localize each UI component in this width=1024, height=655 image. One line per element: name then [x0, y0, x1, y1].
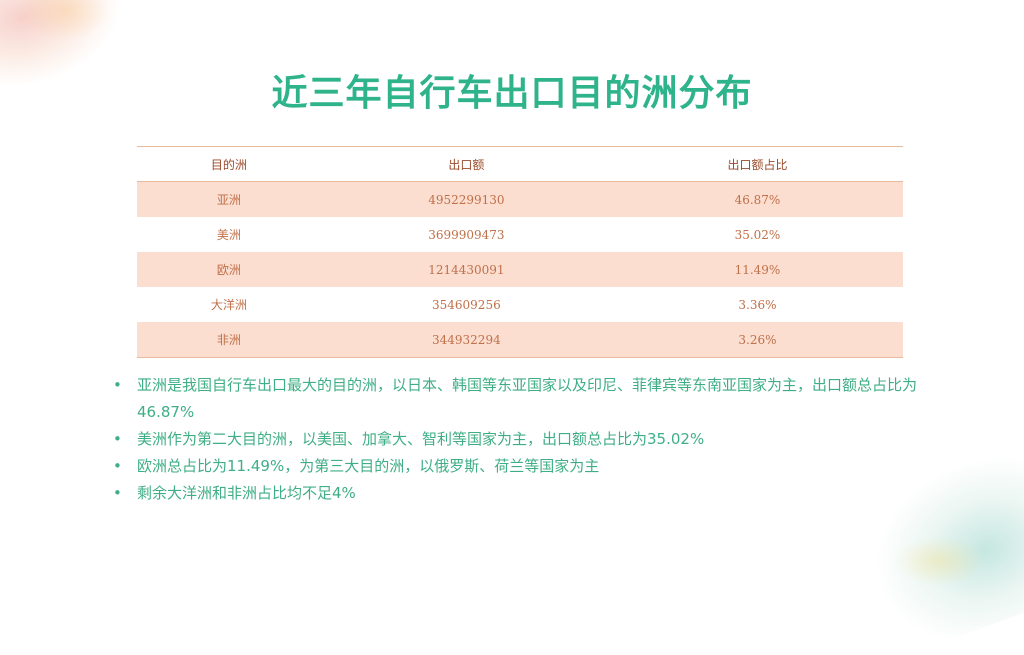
- bullet-text: 剩余大洋洲和非洲占比均不足4%: [137, 484, 356, 502]
- bullet-item: • 剩余大洋洲和非洲占比均不足4%: [113, 480, 943, 507]
- watercolor-decoration-top-left-accent: [20, 0, 110, 40]
- bullet-text: 美洲作为第二大目的洲，以美国、加拿大、智利等国家为主，出口额总占比为35.02%: [137, 430, 705, 448]
- table-row: 亚洲 4952299130 46.87%: [137, 181, 903, 217]
- watercolor-decoration-bottom-right-accent: [894, 536, 984, 586]
- cell-export-value: 3699909473: [428, 227, 505, 242]
- bullet-dot-icon: •: [113, 430, 122, 448]
- cell-export-value: 344932294: [432, 332, 501, 347]
- bullet-item: • 亚洲是我国自行车出口最大的目的洲，以日本、韩国等东亚国家以及印尼、菲律宾等东…: [113, 372, 943, 426]
- cell-destination: 非洲: [216, 333, 241, 347]
- table-row: 欧洲 1214430091 11.49%: [137, 252, 903, 287]
- bullet-dot-icon: •: [113, 457, 122, 475]
- bullet-dot-icon: •: [113, 376, 122, 394]
- cell-export-share: 11.49%: [734, 262, 781, 277]
- table-header-row: 目的洲 出口额 出口额占比: [137, 146, 903, 182]
- cell-export-share: 35.02%: [734, 227, 781, 242]
- cell-export-value: 354609256: [432, 297, 501, 312]
- table-row: 非洲 344932294 3.26%: [137, 322, 903, 358]
- table-row: 大洋洲 354609256 3.36%: [137, 287, 903, 322]
- data-table: 目的洲 出口额 出口额占比 亚洲 4952299130 46.87% 美洲 36…: [137, 146, 903, 358]
- cell-export-share: 3.26%: [738, 332, 777, 347]
- cell-export-value: 1214430091: [428, 262, 505, 277]
- summary-bullet-list: • 亚洲是我国自行车出口最大的目的洲，以日本、韩国等东亚国家以及印尼、菲律宾等东…: [113, 372, 943, 507]
- bullet-item: • 美洲作为第二大目的洲，以美国、加拿大、智利等国家为主，出口额总占比为35.0…: [113, 426, 943, 453]
- cell-destination: 欧洲: [216, 263, 241, 277]
- cell-destination: 美洲: [216, 228, 241, 242]
- cell-destination: 亚洲: [216, 193, 241, 207]
- header-export-value: 出口额: [448, 157, 485, 172]
- bullet-item: • 欧洲总占比为11.49%，为第三大目的洲，以俄罗斯、荷兰等国家为主: [113, 453, 943, 480]
- cell-export-share: 46.87%: [734, 192, 781, 207]
- table-row: 美洲 3699909473 35.02%: [137, 217, 903, 252]
- export-distribution-table: 目的洲 出口额 出口额占比 亚洲 4952299130 46.87% 美洲 36…: [137, 146, 903, 358]
- cell-destination: 大洋洲: [210, 298, 247, 312]
- bullet-text: 欧洲总占比为11.49%，为第三大目的洲，以俄罗斯、荷兰等国家为主: [137, 457, 600, 475]
- slide-title: 近三年自行车出口目的洲分布: [271, 73, 753, 114]
- bullet-text: 亚洲是我国自行车出口最大的目的洲，以日本、韩国等东亚国家以及印尼、菲律宾等东南亚…: [137, 376, 918, 421]
- header-export-share: 出口额占比: [727, 157, 788, 172]
- cell-export-share: 3.36%: [738, 297, 777, 312]
- header-destination: 目的洲: [210, 157, 247, 172]
- cell-export-value: 4952299130: [428, 192, 505, 207]
- bullet-dot-icon: •: [113, 484, 122, 502]
